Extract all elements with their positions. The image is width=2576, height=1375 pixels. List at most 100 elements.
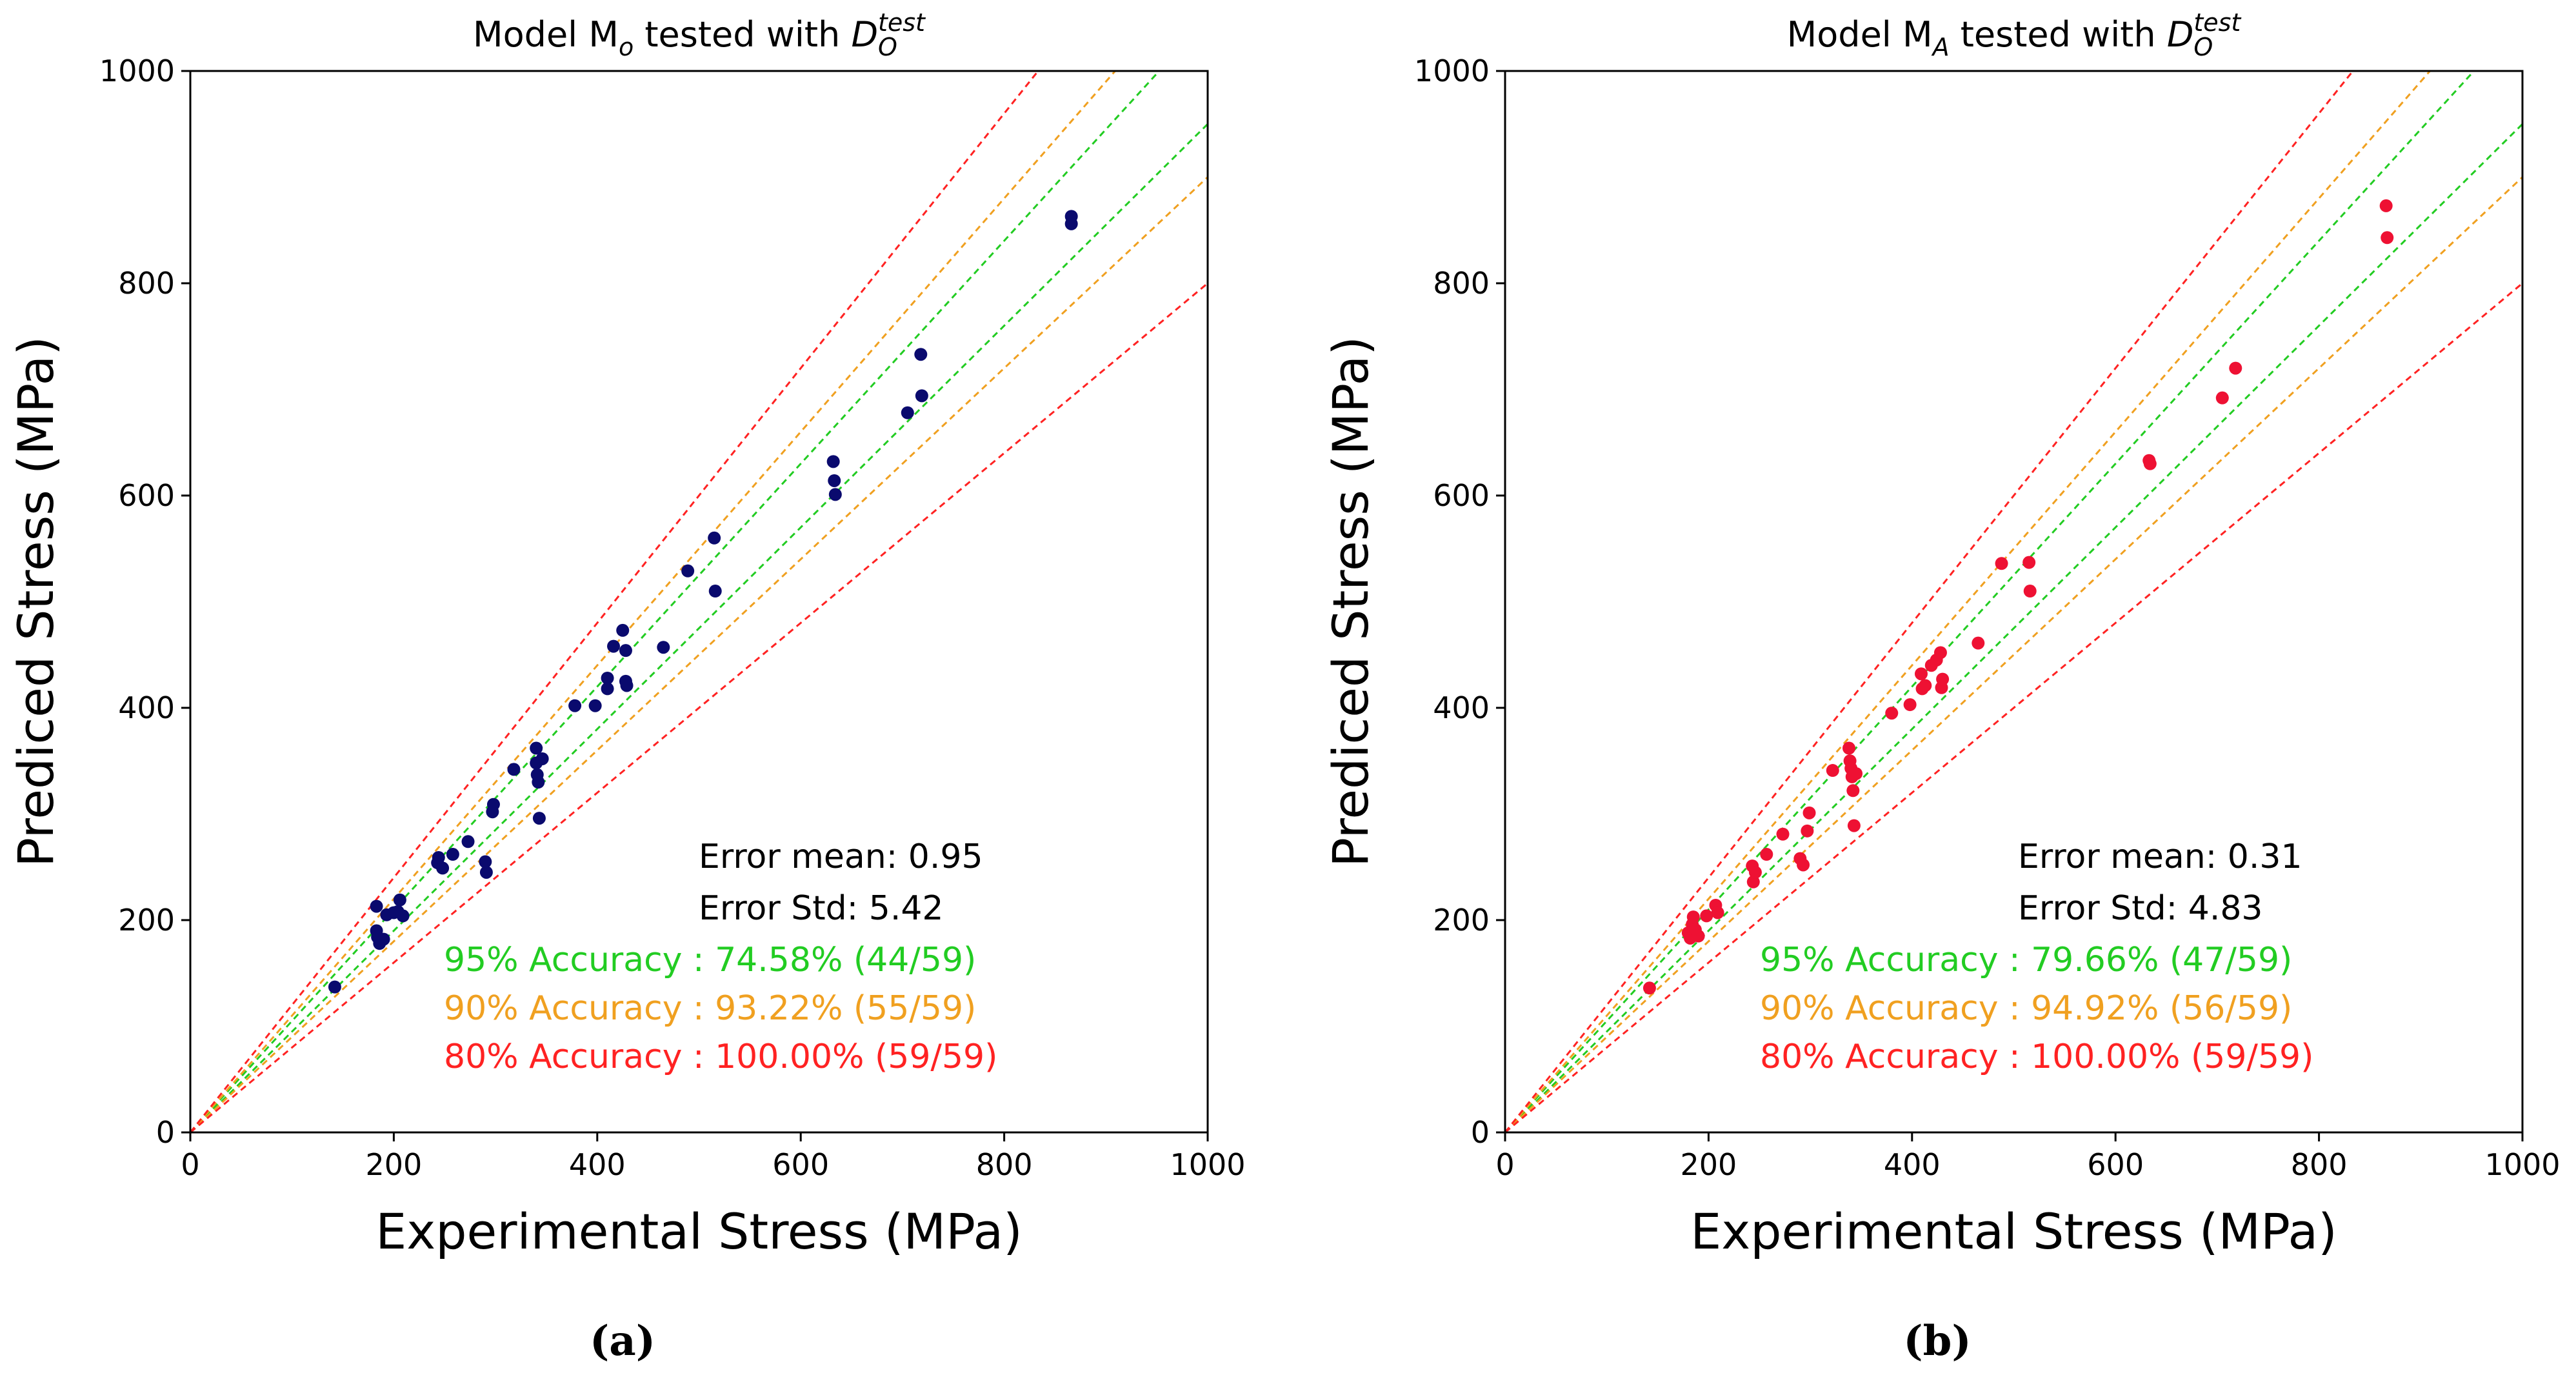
data-point (2379, 199, 2393, 212)
data-point (1914, 667, 1928, 681)
x-tick-label: 200 (1680, 1147, 1737, 1182)
reference-line-90pct-upper (1505, 71, 2431, 1132)
data-point (1748, 865, 1762, 879)
chart-title-prefix: Model M (1787, 14, 1933, 55)
accuracy-80-text: 80% Accuracy : 100.00% (59/59) (444, 1038, 997, 1076)
error-mean-text: Error mean: 0.31 (2018, 838, 2302, 876)
data-point (507, 763, 521, 776)
chart-title-d-sup: test (878, 8, 926, 37)
data-point (914, 348, 928, 361)
data-point (828, 474, 841, 487)
data-point (616, 623, 630, 637)
data-point (607, 639, 621, 653)
chart-title-d-sub: O (878, 33, 897, 61)
data-point (432, 850, 445, 864)
error-std-text: Error Std: 4.83 (2018, 889, 2263, 928)
x-tick-label: 1000 (1170, 1147, 1245, 1182)
data-point (1842, 741, 1856, 755)
y-tick-label: 1000 (99, 54, 175, 88)
data-point (2023, 585, 2037, 598)
data-point (328, 980, 341, 994)
plot-frame (189, 70, 1209, 1134)
data-point (915, 389, 928, 403)
data-point (446, 848, 459, 861)
accuracy-80-text: 80% Accuracy : 100.00% (59/59) (1760, 1038, 2313, 1076)
chart-title: Model Mo tested with DOtest (473, 8, 926, 61)
reference-line-80pct-lower (1505, 282, 2522, 1132)
data-point (708, 531, 721, 545)
data-points (1642, 199, 2394, 995)
chart-title: Model MA tested with DOtest (1787, 8, 2242, 61)
data-point (657, 641, 670, 654)
data-point (396, 909, 410, 923)
data-point (486, 798, 500, 811)
x-tick-label: 800 (976, 1147, 1033, 1182)
data-point (1850, 767, 1863, 780)
data-point (461, 835, 475, 848)
chart-title-d: D (851, 14, 878, 55)
chart-panel-a: 0 200 400 600 800 1000 0 200 400 600 800 1000 Model … (7, 8, 1246, 1365)
y-tick-label: 0 (156, 1115, 175, 1150)
chart-title-mid: tested with (634, 14, 851, 55)
x-tick-label: 800 (2291, 1147, 2348, 1182)
data-point (1700, 909, 1713, 923)
data-points (328, 210, 1078, 994)
panel-label: (b) (1903, 1317, 1971, 1365)
y-axis-label: Prediced Stress (MPa) (7, 336, 65, 867)
data-point (1797, 858, 1810, 872)
plot-frame (1504, 70, 2524, 1134)
reference-lines (190, 71, 1208, 1132)
data-point (2143, 457, 2157, 470)
y-axis-label: Prediced Stress (MPa) (1322, 336, 1379, 867)
data-point (568, 699, 582, 712)
y-tick-label: 800 (118, 266, 175, 301)
data-point (535, 752, 549, 765)
y-tick-label: 400 (1433, 690, 1490, 725)
data-point (377, 932, 390, 946)
data-point (1801, 824, 1814, 838)
reference-line-80pct-upper (190, 71, 1040, 1132)
chart-title-prefix: Model M (473, 14, 619, 55)
data-point (619, 644, 632, 657)
reference-line-90pct-lower (190, 176, 1208, 1132)
reference-lines (1505, 71, 2522, 1132)
data-point (601, 671, 614, 685)
error-std-text: Error Std: 5.42 (699, 889, 944, 928)
y-tick-label: 0 (1471, 1115, 1490, 1150)
error-mean-text: Error mean: 0.95 (699, 838, 983, 876)
x-tick-label: 400 (1884, 1147, 1941, 1182)
data-point (1711, 906, 1724, 919)
y-tick-label: 400 (118, 690, 175, 725)
panel-label: (a) (590, 1317, 655, 1365)
data-point (2022, 556, 2036, 569)
data-point (1885, 707, 1899, 720)
data-point (436, 861, 450, 875)
data-point (479, 865, 493, 879)
reference-line-90pct-lower (1505, 176, 2522, 1132)
data-point (1972, 636, 1985, 650)
accuracy-90-text: 90% Accuracy : 93.22% (55/59) (444, 989, 976, 1028)
data-point (1686, 910, 1700, 924)
data-point (532, 776, 545, 789)
data-point (681, 564, 695, 577)
data-point (370, 899, 383, 913)
data-point (1919, 679, 1932, 692)
reference-line-80pct-lower (190, 282, 1208, 1132)
data-point (828, 488, 842, 501)
reference-line-90pct-upper (190, 71, 1117, 1132)
x-axis-label: Experimental Stress (MPa) (375, 1203, 1023, 1260)
x-axis-label: Experimental Stress (MPa) (1690, 1203, 2337, 1260)
data-point (530, 741, 543, 755)
data-point (2381, 231, 2394, 245)
data-point (1933, 646, 1947, 659)
data-point (588, 699, 602, 712)
data-point (1846, 784, 1860, 798)
y-tick-label: 200 (118, 903, 175, 938)
x-tick-label: 600 (772, 1147, 829, 1182)
data-point (826, 455, 840, 468)
data-point (2229, 361, 2242, 375)
data-point (393, 893, 406, 907)
chart-title-d-sup: test (2193, 8, 2242, 37)
data-point (1826, 764, 1839, 778)
x-tick-label: 600 (2087, 1147, 2144, 1182)
